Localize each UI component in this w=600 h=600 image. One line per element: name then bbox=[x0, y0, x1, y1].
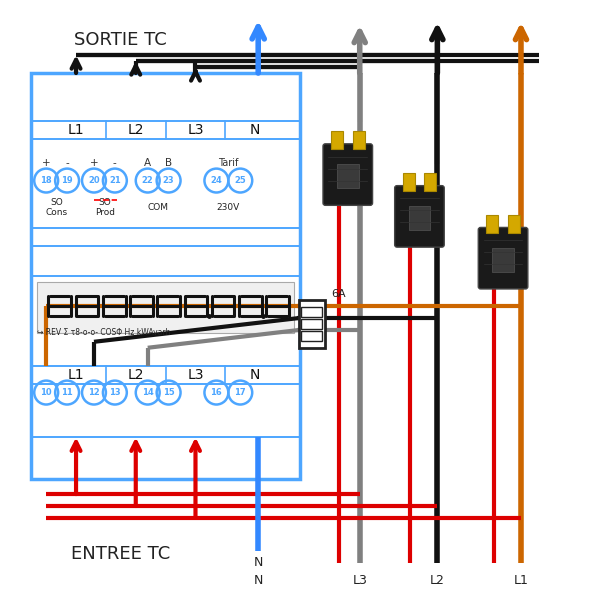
Text: Tarif: Tarif bbox=[218, 158, 239, 167]
Text: 23: 23 bbox=[163, 176, 175, 185]
Text: 15: 15 bbox=[163, 388, 175, 397]
Text: 19: 19 bbox=[61, 176, 73, 185]
Bar bbox=[331, 131, 343, 149]
Bar bbox=[301, 319, 322, 329]
Text: -: - bbox=[65, 158, 69, 167]
Text: 25: 25 bbox=[235, 176, 246, 185]
Text: 22: 22 bbox=[142, 176, 154, 185]
Text: COM: COM bbox=[148, 203, 169, 212]
Text: 16: 16 bbox=[211, 388, 222, 397]
Text: ENTREE TC: ENTREE TC bbox=[71, 545, 170, 563]
Text: A: A bbox=[144, 158, 151, 167]
Bar bbox=[424, 173, 436, 191]
Bar bbox=[409, 206, 430, 230]
Bar bbox=[337, 164, 359, 188]
Text: SO
Prod: SO Prod bbox=[95, 198, 115, 217]
Text: L1: L1 bbox=[68, 368, 85, 382]
FancyBboxPatch shape bbox=[478, 227, 528, 289]
Bar bbox=[301, 331, 322, 341]
Text: 230V: 230V bbox=[217, 203, 240, 212]
Text: 6A: 6A bbox=[331, 289, 346, 299]
Text: 24: 24 bbox=[211, 176, 222, 185]
Text: N: N bbox=[254, 574, 263, 587]
Text: L2: L2 bbox=[128, 123, 144, 137]
Text: 10: 10 bbox=[40, 388, 52, 397]
Text: +: + bbox=[42, 158, 50, 167]
Text: L2: L2 bbox=[128, 368, 144, 382]
Text: 12: 12 bbox=[88, 388, 100, 397]
Text: 21: 21 bbox=[109, 176, 121, 185]
Text: N: N bbox=[250, 368, 260, 382]
FancyBboxPatch shape bbox=[395, 185, 444, 247]
Text: L2: L2 bbox=[430, 574, 445, 587]
Bar bbox=[508, 215, 520, 233]
Bar bbox=[493, 248, 514, 272]
Text: -: - bbox=[113, 158, 117, 167]
Text: L1: L1 bbox=[68, 123, 85, 137]
Text: ↪ REV Σ τ8-o-o- COSΦ Hz kWAvarh: ↪ REV Σ τ8-o-o- COSΦ Hz kWAvarh bbox=[37, 328, 170, 337]
Text: +: + bbox=[89, 158, 98, 167]
Bar bbox=[301, 307, 322, 317]
Bar bbox=[37, 282, 294, 333]
Bar bbox=[31, 73, 300, 479]
Text: 14: 14 bbox=[142, 388, 154, 397]
Text: 18: 18 bbox=[40, 176, 52, 185]
Bar bbox=[299, 300, 325, 348]
Text: L3: L3 bbox=[187, 123, 204, 137]
Text: B: B bbox=[165, 158, 172, 167]
FancyBboxPatch shape bbox=[323, 144, 373, 205]
Text: 13: 13 bbox=[109, 388, 121, 397]
Text: 20: 20 bbox=[88, 176, 100, 185]
Bar bbox=[353, 131, 365, 149]
Bar bbox=[487, 215, 498, 233]
Text: 17: 17 bbox=[235, 388, 246, 397]
Text: 11: 11 bbox=[61, 388, 73, 397]
Text: L3: L3 bbox=[352, 574, 367, 587]
Text: L1: L1 bbox=[514, 574, 529, 587]
Text: SO
Cons: SO Cons bbox=[46, 198, 68, 217]
Text: SORTIE TC: SORTIE TC bbox=[74, 31, 167, 49]
Bar bbox=[403, 173, 415, 191]
Text: L3: L3 bbox=[187, 368, 204, 382]
Text: N: N bbox=[254, 556, 263, 569]
Text: N: N bbox=[250, 123, 260, 137]
